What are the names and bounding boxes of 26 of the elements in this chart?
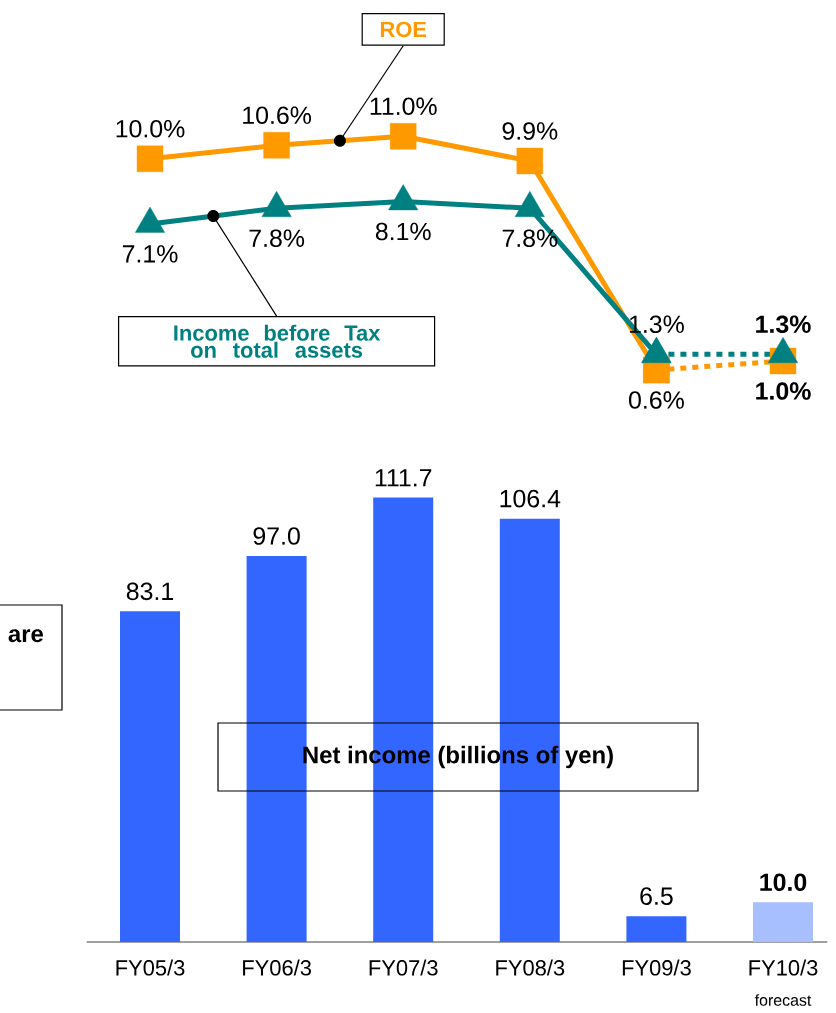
data-label: 7.8%	[249, 229, 305, 248]
text: ROE	[380, 21, 427, 38]
data-label: 9.9%	[502, 122, 558, 140]
text: are	[8, 629, 43, 643]
x-tick-label: FY06/3	[243, 959, 311, 976]
x-tick-label: FY08/3	[496, 959, 565, 976]
data-label: 1.0%	[756, 382, 811, 400]
data-label: 97.0	[253, 527, 300, 545]
data-label: 0.6%	[628, 391, 684, 409]
x-tick-label: FY10/3	[749, 959, 818, 976]
data-label: 10.0	[760, 873, 807, 892]
data-label: 6.5	[640, 887, 673, 905]
data-label: 106.4	[500, 489, 561, 508]
data-label: 111.7	[375, 469, 432, 487]
data-label: 1.3%	[756, 315, 811, 334]
x-tick-label: FY05/3	[116, 959, 185, 976]
data-label: 11.0%	[370, 97, 437, 116]
data-label: 10.0%	[116, 119, 185, 138]
x-tick-label: FY09/3	[622, 959, 691, 976]
data-label: 8.1%	[375, 222, 431, 241]
text: forecast	[754, 994, 812, 1006]
data-label: 7.1%	[122, 245, 178, 263]
data-label: 83.1	[126, 582, 174, 601]
data-label: 10.6%	[243, 106, 312, 125]
x-tick-label: FY07/3	[369, 959, 438, 976]
text: Income before Tax on total assets	[174, 324, 381, 358]
